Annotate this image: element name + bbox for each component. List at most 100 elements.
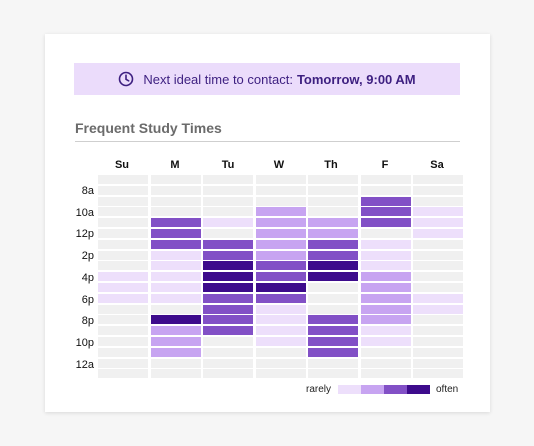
heatmap-cell bbox=[255, 337, 306, 346]
heatmap-cell bbox=[203, 347, 253, 357]
heatmap-cell bbox=[150, 239, 201, 249]
heatmap-cell bbox=[255, 250, 306, 260]
heatmap-cell bbox=[255, 293, 306, 303]
day-header-sa: Sa bbox=[430, 159, 444, 171]
heatmap-cell bbox=[150, 293, 201, 303]
day-header-su: Su bbox=[114, 159, 130, 171]
heatmap-cell bbox=[98, 369, 148, 379]
day-header-w: W bbox=[273, 159, 285, 171]
hour-label-8a: 8a bbox=[81, 185, 94, 197]
heatmap-cell bbox=[308, 347, 358, 357]
heatmap-cell bbox=[150, 196, 201, 206]
heatmap-cell bbox=[255, 261, 306, 271]
heatmap-cell bbox=[150, 272, 201, 282]
heatmap-cell bbox=[98, 272, 148, 282]
heatmap-cell bbox=[413, 358, 463, 368]
heatmap-cell bbox=[255, 196, 306, 206]
title-divider bbox=[75, 141, 460, 142]
section-title: Frequent Study Times bbox=[75, 120, 222, 136]
heatmap-cell bbox=[413, 283, 463, 292]
heatmap-cell bbox=[360, 369, 411, 379]
heatmap-cell bbox=[203, 196, 253, 206]
heatmap-cell bbox=[413, 229, 463, 238]
heatmap-cell bbox=[413, 272, 463, 282]
heatmap-cell bbox=[308, 304, 358, 314]
heatmap-cell bbox=[150, 347, 201, 357]
heatmap-cell bbox=[150, 175, 201, 184]
heatmap-cell bbox=[413, 326, 463, 336]
study-times-card: Next ideal time to contact: Tomorrow, 9:… bbox=[45, 34, 490, 412]
heatmap-cell bbox=[255, 369, 306, 379]
heatmap-cell bbox=[413, 175, 463, 184]
heatmap-cell bbox=[413, 185, 463, 195]
next-contact-time: Tomorrow, 9:00 AM bbox=[296, 71, 416, 87]
legend-swatch bbox=[361, 385, 384, 394]
heatmap-cell bbox=[360, 358, 411, 368]
heatmap-cell bbox=[150, 261, 201, 271]
heatmap-cell bbox=[360, 304, 411, 314]
legend-swatch bbox=[384, 385, 407, 394]
heatmap-cell bbox=[98, 283, 148, 292]
heatmap-cell bbox=[308, 293, 358, 303]
heatmap-cell bbox=[150, 218, 201, 228]
heatmap-cell bbox=[203, 250, 253, 260]
heatmap-cell bbox=[308, 175, 358, 184]
heatmap-cell bbox=[308, 250, 358, 260]
hour-label-6p: 6p bbox=[81, 293, 94, 306]
heatmap-cell bbox=[413, 196, 463, 206]
heatmap-cell bbox=[255, 175, 306, 184]
heatmap-cell bbox=[203, 283, 253, 292]
heatmap-cell bbox=[203, 175, 253, 184]
heatmap-cell bbox=[360, 250, 411, 260]
heatmap-cell bbox=[98, 315, 148, 325]
legend-often-label: often bbox=[436, 384, 459, 395]
heatmap-cell bbox=[308, 218, 358, 228]
heatmap-cell bbox=[255, 315, 306, 325]
heatmap-cell bbox=[203, 369, 253, 379]
heatmap-cell bbox=[150, 358, 201, 368]
heatmap-cell bbox=[255, 326, 306, 336]
heatmap-cell bbox=[360, 239, 411, 249]
heatmap-cell bbox=[98, 304, 148, 314]
day-header-f: F bbox=[381, 159, 389, 171]
heatmap-cell bbox=[203, 326, 253, 336]
heatmap-cell bbox=[98, 293, 148, 303]
heatmap-cell bbox=[360, 347, 411, 357]
heatmap-cell bbox=[308, 239, 358, 249]
heatmap-cell bbox=[150, 185, 201, 195]
heatmap-cell bbox=[98, 207, 148, 217]
heatmap-cell bbox=[255, 358, 306, 368]
heatmap-cell bbox=[360, 207, 411, 217]
heatmap-cell bbox=[308, 229, 358, 238]
heatmap-cell bbox=[255, 229, 306, 238]
clock-icon bbox=[119, 71, 134, 87]
next-contact-label: Next ideal time to contact: bbox=[143, 71, 293, 87]
hour-label-8p: 8p bbox=[81, 315, 94, 328]
heatmap-cell bbox=[98, 358, 148, 368]
legend-rarely-label: rarely bbox=[306, 384, 332, 395]
heatmap-cell bbox=[360, 293, 411, 303]
heatmap-cell bbox=[98, 250, 148, 260]
heatmap-cell bbox=[308, 315, 358, 325]
hour-label-4p: 4p bbox=[81, 271, 94, 284]
heatmap-cell bbox=[255, 272, 306, 282]
heatmap-cell bbox=[255, 185, 306, 195]
heatmap-cell bbox=[98, 326, 148, 336]
heatmap-cell bbox=[308, 337, 358, 346]
heatmap-cell bbox=[308, 185, 358, 195]
heatmap-cell bbox=[203, 293, 253, 303]
heatmap-cell bbox=[360, 315, 411, 325]
heatmap-cell bbox=[150, 304, 201, 314]
heatmap-cell bbox=[413, 293, 463, 303]
heatmap-cell bbox=[150, 229, 201, 238]
heatmap-cell bbox=[255, 283, 306, 292]
heatmap-cell bbox=[360, 337, 411, 346]
heatmap-cell bbox=[413, 218, 463, 228]
heatmap-cell bbox=[203, 272, 253, 282]
heatmap-cell bbox=[308, 369, 358, 379]
heatmap-cell bbox=[308, 272, 358, 282]
heatmap-cell bbox=[150, 337, 201, 346]
heatmap-cell bbox=[98, 218, 148, 228]
heatmap-cell bbox=[413, 347, 463, 357]
heatmap-cell bbox=[308, 207, 358, 217]
